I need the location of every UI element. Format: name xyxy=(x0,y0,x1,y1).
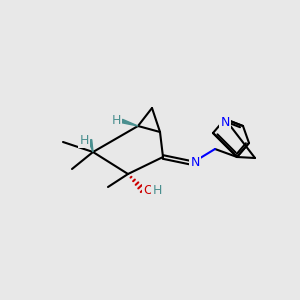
Polygon shape xyxy=(122,119,138,126)
Text: H: H xyxy=(79,134,89,146)
Text: N: N xyxy=(190,157,200,169)
Text: H: H xyxy=(152,184,162,196)
Text: N: N xyxy=(220,116,230,128)
Polygon shape xyxy=(88,140,93,152)
Text: O: O xyxy=(143,184,153,196)
Text: H: H xyxy=(111,115,121,128)
